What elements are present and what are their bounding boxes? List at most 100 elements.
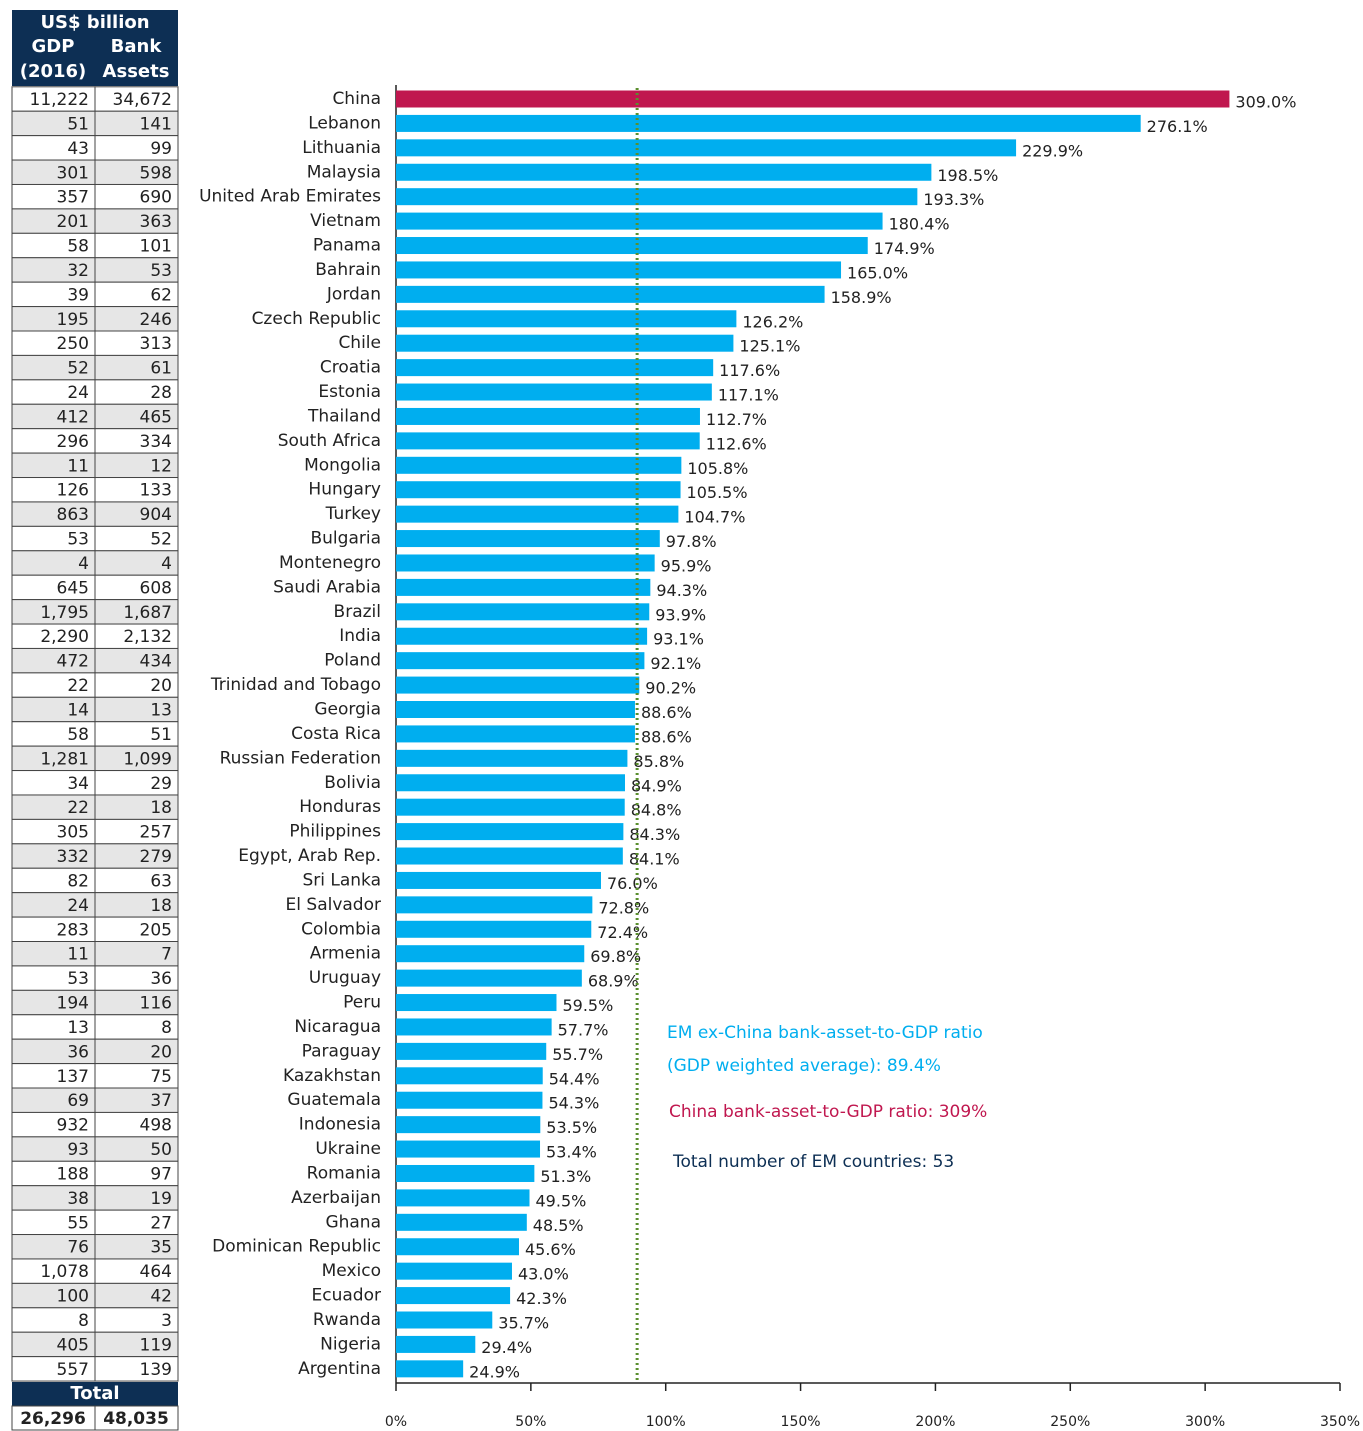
category-label: Romania <box>307 1163 381 1183</box>
table-value: 557 <box>57 1360 89 1380</box>
table-cell <box>94 965 179 991</box>
category-label: Saudi Arabia <box>273 577 381 597</box>
table-cell <box>94 379 179 405</box>
value-label: 43.0% <box>518 1265 569 1284</box>
value-label: 94.3% <box>656 581 707 600</box>
total-value: 48,035 <box>103 1409 169 1429</box>
bar <box>396 163 932 181</box>
table-value: 257 <box>140 823 172 843</box>
table-cell <box>11 550 96 576</box>
category-label: Bolivia <box>324 773 381 793</box>
category-label: Dominican Republic <box>212 1237 381 1257</box>
value-label: 276.1% <box>1147 117 1208 136</box>
bar <box>396 920 592 938</box>
x-tick-label: 300% <box>1185 1414 1225 1430</box>
table-value: 472 <box>57 652 89 672</box>
table-value: 43 <box>67 139 89 159</box>
table-value: 35 <box>150 1238 172 1258</box>
table-cell <box>94 1185 179 1211</box>
table-cell <box>11 696 96 723</box>
table-cell <box>94 989 179 1016</box>
x-tick-label: 100% <box>646 1414 686 1430</box>
table-value: 301 <box>57 163 89 183</box>
table-value: 8 <box>161 1018 172 1038</box>
table-cell <box>94 1356 179 1382</box>
bar <box>396 774 625 792</box>
value-label: 88.6% <box>641 727 692 746</box>
table-value: 52 <box>67 359 89 379</box>
total-value: 26,296 <box>20 1409 86 1429</box>
bar <box>396 1335 476 1353</box>
table-cell <box>11 452 96 479</box>
bar <box>396 1311 493 1329</box>
value-label: 193.3% <box>923 190 984 209</box>
bar <box>396 334 734 352</box>
category-label: Paraguay <box>302 1041 381 1061</box>
bar <box>396 359 714 377</box>
table-value: 201 <box>57 212 89 232</box>
category-label: Sri Lanka <box>302 870 381 890</box>
category-label: Brazil <box>334 602 381 622</box>
value-label: 54.4% <box>549 1069 600 1088</box>
x-tick-label: 50% <box>515 1414 546 1430</box>
table-value: 20 <box>150 676 172 696</box>
category-label: Lithuania <box>302 138 381 158</box>
category-label: Poland <box>324 651 381 671</box>
table-cell <box>94 525 179 552</box>
value-label: 95.9% <box>661 556 712 575</box>
table-cell <box>94 1014 179 1040</box>
annotation: Total number of EM countries: 53 <box>672 1152 954 1172</box>
total-header <box>12 1382 178 1406</box>
category-label: Montenegro <box>279 553 381 573</box>
table-value: 645 <box>57 578 89 598</box>
table-value: 36 <box>150 969 172 989</box>
category-label: Georgia <box>314 700 381 720</box>
bar <box>396 139 1017 157</box>
bar <box>396 456 682 474</box>
value-label: 45.6% <box>525 1240 576 1259</box>
value-label: 93.9% <box>655 605 706 624</box>
table-value: 195 <box>57 310 89 330</box>
table-value: 22 <box>67 676 89 696</box>
category-label: Trinidad and Tobago <box>210 675 381 695</box>
category-label: Guatemala <box>287 1090 381 1110</box>
table-cell <box>94 770 179 796</box>
bar <box>396 310 737 328</box>
category-label: South Africa <box>278 431 381 451</box>
category-label: Indonesia <box>299 1115 381 1135</box>
bar <box>396 1262 512 1280</box>
table-cell <box>94 745 179 772</box>
table-cell <box>94 403 179 430</box>
table-cell <box>11 1038 96 1065</box>
category-label: Armenia <box>310 944 381 964</box>
table-cell <box>11 257 96 283</box>
bar <box>396 114 1141 132</box>
table-cell <box>94 354 179 381</box>
value-label: 42.3% <box>516 1289 567 1308</box>
table-cell <box>11 867 96 894</box>
bar <box>396 798 625 816</box>
table-value: 116 <box>140 994 172 1014</box>
table-value: 18 <box>150 798 172 818</box>
category-label: Croatia <box>320 358 381 378</box>
bar <box>396 237 868 255</box>
value-label: 93.1% <box>653 630 704 649</box>
category-label: Bahrain <box>315 260 381 280</box>
table-value: 305 <box>57 823 89 843</box>
value-label: 117.1% <box>718 386 779 405</box>
table-cell <box>11 1209 96 1236</box>
value-label: 35.7% <box>498 1314 549 1333</box>
value-label: 53.5% <box>546 1118 597 1137</box>
bar <box>396 285 825 303</box>
value-label: 180.4% <box>889 215 950 234</box>
table-value: 12 <box>150 456 172 476</box>
bar <box>396 823 624 841</box>
table-value: 55 <box>67 1213 89 1233</box>
category-label: Uruguay <box>309 968 381 988</box>
value-label: 69.8% <box>590 947 641 966</box>
table-cell <box>94 452 179 479</box>
category-label: Czech Republic <box>252 309 381 329</box>
bar <box>396 1360 464 1378</box>
table-value: 58 <box>67 237 89 257</box>
table-cell <box>94 818 179 845</box>
